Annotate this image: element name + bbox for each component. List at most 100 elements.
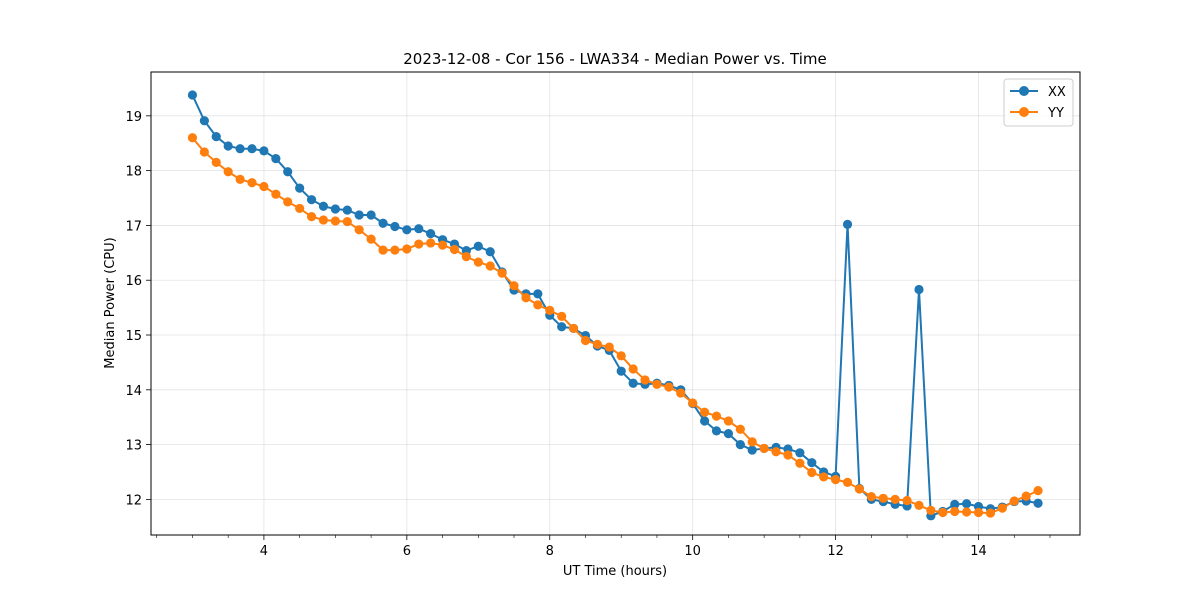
data-point-xx xyxy=(473,241,483,251)
data-point-yy xyxy=(568,323,579,334)
y-axis-ticks: 12 13 14 15 16 17 18 19 xyxy=(125,110,151,508)
data-point-yy xyxy=(199,147,209,157)
data-point-yy xyxy=(735,424,745,434)
data-point-xx xyxy=(354,210,364,220)
data-point-xx xyxy=(723,429,734,439)
data-point-yy xyxy=(306,212,317,222)
legend-label-yy: YY xyxy=(1047,106,1064,121)
legend-label-xx: XX xyxy=(1048,85,1066,100)
data-point-xx xyxy=(616,366,626,376)
y-tick-label: 12 xyxy=(125,493,142,508)
y-tick-label: 19 xyxy=(125,110,142,125)
data-point-yy xyxy=(318,215,329,225)
data-point-yy xyxy=(354,225,364,235)
data-point-yy xyxy=(604,342,614,352)
data-point-yy xyxy=(1009,496,1019,506)
data-point-xx xyxy=(557,322,567,332)
series-layer xyxy=(187,90,1043,521)
data-point-xx xyxy=(342,205,352,215)
data-point-yy xyxy=(330,216,340,226)
data-point-xx xyxy=(700,416,710,426)
data-point-xx xyxy=(961,499,972,509)
data-point-xx xyxy=(295,183,305,193)
data-point-xx xyxy=(402,225,412,235)
data-point-xx xyxy=(187,90,198,100)
data-point-yy xyxy=(211,157,221,168)
data-point-yy xyxy=(271,189,281,199)
data-point-yy xyxy=(557,311,567,321)
data-point-xx xyxy=(795,448,805,458)
x-axis-minor-ticks xyxy=(156,535,1051,538)
legend-marker-xx xyxy=(1019,86,1029,96)
data-point-yy xyxy=(1021,491,1031,501)
data-point-xx xyxy=(390,221,400,232)
data-point-yy xyxy=(831,475,841,485)
y-tick-label: 16 xyxy=(125,274,142,289)
series-yy xyxy=(187,133,1043,518)
data-point-xx xyxy=(711,426,722,436)
data-point-yy xyxy=(342,216,352,227)
y-tick-label: 17 xyxy=(125,219,142,234)
data-point-yy xyxy=(723,416,734,426)
data-point-yy xyxy=(700,407,710,417)
data-point-yy xyxy=(414,239,424,249)
data-point-yy xyxy=(771,447,781,457)
data-point-yy xyxy=(973,507,984,518)
data-point-yy xyxy=(437,240,448,250)
data-point-xx xyxy=(366,210,376,220)
data-point-yy xyxy=(807,467,817,478)
data-point-xx xyxy=(807,458,817,468)
data-point-xx xyxy=(318,201,329,211)
data-point-yy xyxy=(890,494,900,504)
x-tick-label: 10 xyxy=(684,544,701,559)
data-point-yy xyxy=(390,245,400,255)
data-point-yy xyxy=(580,335,591,346)
data-point-yy xyxy=(997,503,1007,513)
data-point-yy xyxy=(461,252,471,262)
data-point-yy xyxy=(426,238,436,248)
data-point-yy xyxy=(628,364,638,374)
x-axis-label: UT Time (hours) xyxy=(563,564,667,579)
data-point-yy xyxy=(485,261,495,271)
data-point-xx xyxy=(378,218,388,228)
data-point-yy xyxy=(985,508,996,518)
data-point-xx xyxy=(271,153,281,164)
data-point-xx xyxy=(914,284,924,295)
data-point-xx xyxy=(247,144,257,154)
data-point-yy xyxy=(950,506,960,517)
data-point-yy xyxy=(223,167,233,177)
x-tick-label: 4 xyxy=(260,544,268,559)
data-point-yy xyxy=(819,472,829,482)
y-tick-label: 13 xyxy=(125,439,142,454)
x-tick-label: 14 xyxy=(970,544,987,559)
data-point-xx xyxy=(414,224,424,234)
x-axis-ticks: 4 6 8 10 12 14 xyxy=(260,535,987,559)
data-point-yy xyxy=(366,234,376,244)
data-point-xx xyxy=(211,132,221,142)
data-point-yy xyxy=(402,244,412,254)
data-point-xx xyxy=(747,445,757,455)
data-point-yy xyxy=(473,257,483,267)
data-point-yy xyxy=(640,375,650,385)
data-point-yy xyxy=(795,458,805,468)
data-point-xx xyxy=(306,195,317,205)
data-point-yy xyxy=(449,244,460,255)
data-point-yy xyxy=(759,443,769,454)
data-point-yy xyxy=(521,293,531,303)
data-point-xx xyxy=(330,204,340,214)
data-point-yy xyxy=(878,493,888,503)
chart-title: 2023-12-08 - Cor 156 - LWA334 - Median P… xyxy=(403,50,827,68)
y-axis-label: Median Power (CPU) xyxy=(103,237,118,368)
data-point-yy xyxy=(533,300,543,310)
data-point-xx xyxy=(1033,498,1043,508)
y-tick-label: 18 xyxy=(125,165,142,180)
data-point-yy xyxy=(592,339,603,349)
data-point-yy xyxy=(854,484,864,494)
data-point-yy xyxy=(1033,486,1043,496)
data-point-yy xyxy=(961,507,972,517)
data-point-yy xyxy=(783,450,793,460)
data-point-yy xyxy=(259,181,269,192)
data-point-yy xyxy=(497,268,507,278)
